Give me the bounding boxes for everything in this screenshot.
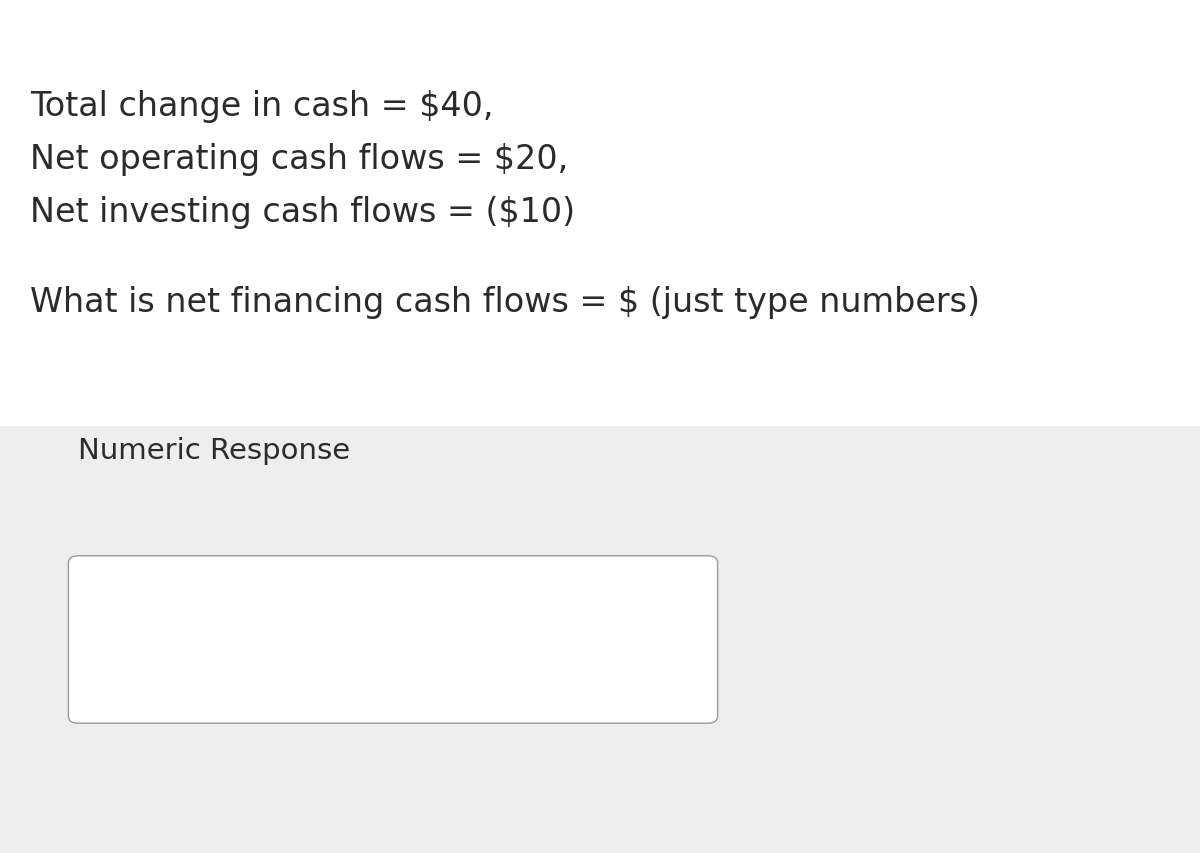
FancyBboxPatch shape <box>68 556 718 723</box>
Text: Numeric Response: Numeric Response <box>78 437 350 465</box>
Text: Net investing cash flows = ($10): Net investing cash flows = ($10) <box>30 195 575 229</box>
Text: Total change in cash = $40,: Total change in cash = $40, <box>30 90 493 123</box>
Text: Net operating cash flows = $20,: Net operating cash flows = $20, <box>30 142 569 176</box>
Text: What is net financing cash flows = $ (just type numbers): What is net financing cash flows = $ (ju… <box>30 286 980 319</box>
FancyBboxPatch shape <box>0 426 1200 853</box>
